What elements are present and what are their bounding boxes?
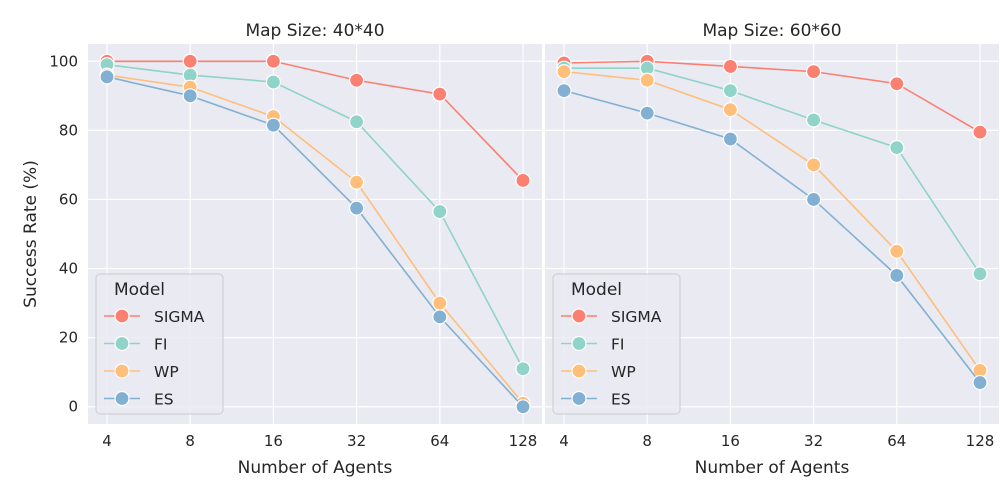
panel-2: Map Size: 60*60 4 8 16 32 64 128 Number of Agen…: [545, 21, 999, 478]
data-point-sigma: [805, 64, 822, 80]
data-point-es: [722, 131, 739, 147]
x-tick-label: 16: [721, 432, 740, 450]
data-point-fi: [805, 112, 822, 128]
legend-label-fi: FI: [611, 336, 625, 354]
data-point-fi: [889, 140, 905, 156]
legend-marker-es: [114, 390, 130, 407]
data-point-wp: [432, 295, 448, 311]
series-line-sigma: [563, 60, 981, 133]
legend-marker-es: [571, 390, 587, 407]
x-tick-label: 128: [509, 432, 538, 450]
x-tick-label: 32: [347, 432, 366, 450]
legend-marker-sigma: [571, 308, 587, 324]
data-point-sigma: [972, 124, 988, 140]
y-tick-label: 60: [59, 190, 78, 208]
legend-label-sigma: SIGMA: [154, 308, 205, 326]
data-point-sigma: [889, 76, 905, 92]
data-point-wp: [889, 243, 905, 259]
y-tick-label: 20: [59, 329, 78, 347]
y-tick-label: 80: [59, 121, 78, 139]
chart-title: Map Size: 40*40: [245, 21, 384, 41]
legend-marker-wp: [114, 363, 130, 379]
data-point-fi: [515, 361, 531, 377]
data-point-fi: [265, 74, 281, 90]
data-point-wp: [349, 174, 365, 190]
x-axis-label: Number of Agents: [695, 458, 850, 478]
series-line-wp: [106, 74, 524, 404]
y-tick-label: 40: [59, 260, 78, 278]
y-tick-label: 0: [68, 398, 78, 416]
legend-label-es: ES: [611, 391, 631, 409]
data-point-es: [99, 69, 115, 85]
data-point-sigma: [265, 53, 281, 69]
data-point-wp: [639, 72, 655, 88]
series-es: [99, 69, 531, 415]
x-axis-label: Number of Agents: [238, 458, 393, 478]
data-point-sigma: [432, 86, 448, 102]
x-tick-label: 128: [966, 432, 995, 450]
data-point-es: [639, 105, 655, 121]
panel-1: Map Size: 40*40 4 8 16 32 64 128 Number of Agen…: [21, 21, 542, 478]
series-fi: [556, 60, 988, 282]
legend-box: [552, 273, 681, 415]
legend-box: [95, 273, 224, 415]
chart-title: Map Size: 60*60: [702, 21, 841, 41]
x-tick-label: 8: [185, 432, 195, 450]
data-point-es: [805, 191, 822, 208]
data-point-es: [556, 83, 572, 99]
series-line-fi: [564, 67, 981, 275]
legend-label-wp: WP: [611, 363, 636, 381]
data-point-es: [972, 374, 988, 391]
data-point-fi: [972, 266, 988, 282]
legend-label-sigma: SIGMA: [611, 308, 662, 326]
data-point-es: [889, 267, 905, 284]
data-point-es: [432, 309, 448, 325]
data-point-wp: [722, 102, 739, 118]
data-point-fi: [722, 83, 739, 99]
series-sigma: [556, 53, 988, 140]
y-axis-label: Success Rate (%): [21, 160, 41, 308]
series-line-es: [563, 89, 981, 384]
legend: Model SIGMA FI WP ES: [552, 273, 681, 415]
x-tick-label: 4: [102, 432, 112, 450]
legend-title: Model: [114, 280, 165, 300]
data-point-wp: [805, 157, 822, 173]
data-point-sigma: [349, 72, 365, 88]
series-es: [556, 83, 988, 391]
data-point-fi: [349, 114, 365, 130]
x-tick-label: 64: [887, 432, 906, 450]
legend: Model SIGMA FI WP ES: [95, 273, 224, 415]
legend-marker-wp: [571, 363, 587, 379]
legend-marker-fi: [571, 335, 587, 352]
legend-label-es: ES: [154, 391, 174, 409]
data-point-es: [182, 88, 198, 104]
data-point-wp: [556, 64, 572, 80]
series-line-es: [106, 76, 524, 408]
data-point-es: [265, 117, 281, 133]
legend-marker-sigma: [114, 308, 130, 324]
data-point-es: [349, 200, 365, 216]
series-line-sigma: [107, 60, 524, 182]
data-point-sigma: [515, 172, 531, 189]
x-tick-label: 16: [264, 432, 283, 450]
series-line-wp: [563, 70, 981, 371]
data-point-sigma: [182, 53, 198, 69]
data-point-fi: [432, 203, 448, 220]
x-tick-label: 64: [430, 432, 449, 450]
legend-label-fi: FI: [154, 336, 168, 354]
data-point-sigma: [722, 58, 739, 75]
data-point-es: [515, 399, 531, 415]
series-line-fi: [106, 63, 524, 370]
legend-label-wp: WP: [154, 363, 179, 381]
x-tick-label: 32: [804, 432, 823, 450]
x-tick-label: 8: [642, 432, 652, 450]
x-tick-label: 4: [559, 432, 569, 450]
legend-marker-fi: [114, 335, 130, 352]
legend-title: Model: [571, 280, 622, 300]
y-tick-label: 100: [49, 52, 78, 70]
series-wp: [556, 64, 988, 379]
